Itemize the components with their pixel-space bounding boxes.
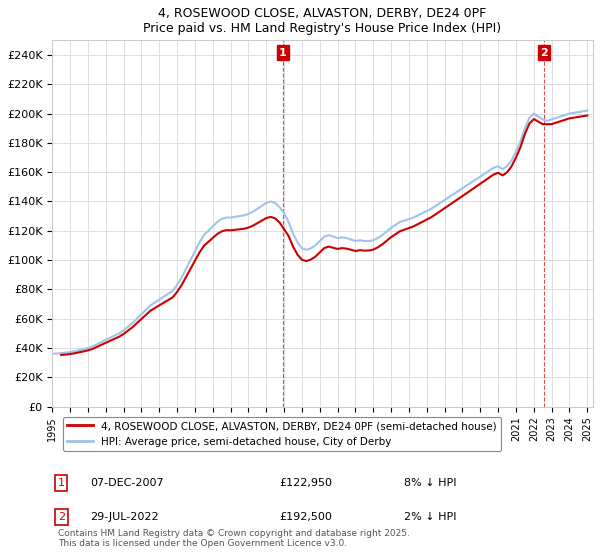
Title: 4, ROSEWOOD CLOSE, ALVASTON, DERBY, DE24 0PF
Price paid vs. HM Land Registry's H: 4, ROSEWOOD CLOSE, ALVASTON, DERBY, DE24…	[143, 7, 502, 35]
Text: 29-JUL-2022: 29-JUL-2022	[90, 512, 159, 522]
Text: 1: 1	[279, 48, 287, 58]
Text: 2% ↓ HPI: 2% ↓ HPI	[404, 512, 456, 522]
Text: 1: 1	[58, 478, 65, 488]
Text: 2: 2	[58, 512, 65, 522]
Legend: 4, ROSEWOOD CLOSE, ALVASTON, DERBY, DE24 0PF (semi-detached house), HPI: Average: 4, ROSEWOOD CLOSE, ALVASTON, DERBY, DE24…	[63, 417, 501, 451]
Text: £122,950: £122,950	[279, 478, 332, 488]
Text: 8% ↓ HPI: 8% ↓ HPI	[404, 478, 456, 488]
Text: £192,500: £192,500	[279, 512, 332, 522]
Text: 2: 2	[540, 48, 548, 58]
Text: Contains HM Land Registry data © Crown copyright and database right 2025.
This d: Contains HM Land Registry data © Crown c…	[58, 529, 410, 548]
Text: 07-DEC-2007: 07-DEC-2007	[90, 478, 164, 488]
